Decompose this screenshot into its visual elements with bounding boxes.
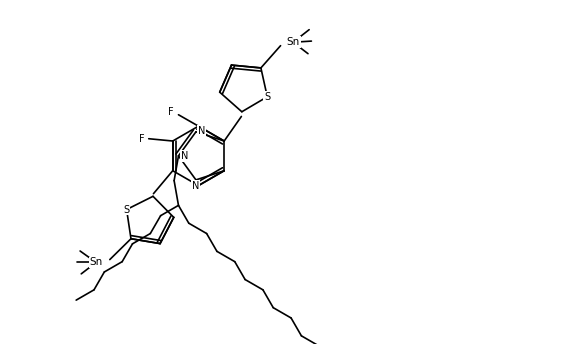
Text: Sn: Sn xyxy=(90,257,103,267)
Text: N: N xyxy=(180,151,188,161)
Text: N: N xyxy=(192,181,200,191)
Text: F: F xyxy=(138,134,144,144)
Text: Sn: Sn xyxy=(286,37,300,47)
Text: S: S xyxy=(264,92,270,102)
Text: F: F xyxy=(168,108,174,117)
Text: S: S xyxy=(123,204,130,215)
Text: N: N xyxy=(198,126,205,136)
